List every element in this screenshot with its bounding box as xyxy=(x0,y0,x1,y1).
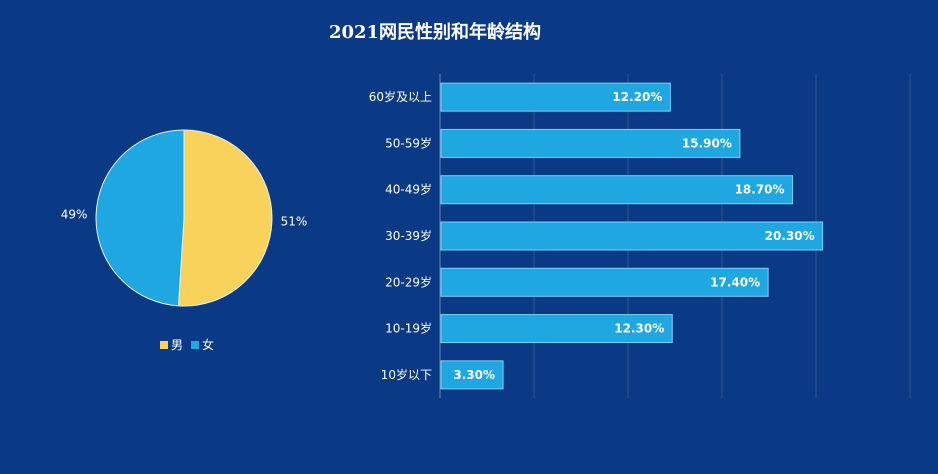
pie-data-label: 49% xyxy=(61,208,88,222)
bar-data-label: 17.40% xyxy=(710,275,760,289)
bar-data-label: 18.70% xyxy=(735,183,785,197)
bar xyxy=(440,175,794,205)
category-label: 50-59岁 xyxy=(385,135,432,150)
legend-swatch xyxy=(191,341,199,349)
bar-data-label: 3.30% xyxy=(453,368,495,382)
bar xyxy=(440,360,504,390)
bar-data-label: 15.90% xyxy=(682,136,732,150)
category-label: 40-49岁 xyxy=(385,182,432,197)
pie-slice xyxy=(177,129,273,307)
category-label: 60岁及以上 xyxy=(369,89,432,104)
bar xyxy=(440,128,741,158)
bar xyxy=(440,267,769,297)
category-label: 10岁以下 xyxy=(381,367,432,382)
bar-data-label: 20.30% xyxy=(765,229,815,243)
bar xyxy=(440,82,671,112)
legend-label: 男 xyxy=(171,338,183,352)
bar xyxy=(440,221,824,251)
bar-data-label: 12.20% xyxy=(612,90,662,104)
bar xyxy=(440,314,673,344)
legend-label: 女 xyxy=(202,337,214,352)
category-label: 20-29岁 xyxy=(385,274,432,289)
pie-slice xyxy=(95,129,185,307)
category-label: 30-39岁 xyxy=(385,228,432,243)
category-label: 10-19岁 xyxy=(385,321,432,336)
chart-title: 2021网民性别和年龄结构 xyxy=(328,22,542,43)
pie-data-label: 51% xyxy=(281,214,308,228)
bar-data-label: 12.30% xyxy=(614,322,664,336)
legend-swatch xyxy=(160,341,168,349)
